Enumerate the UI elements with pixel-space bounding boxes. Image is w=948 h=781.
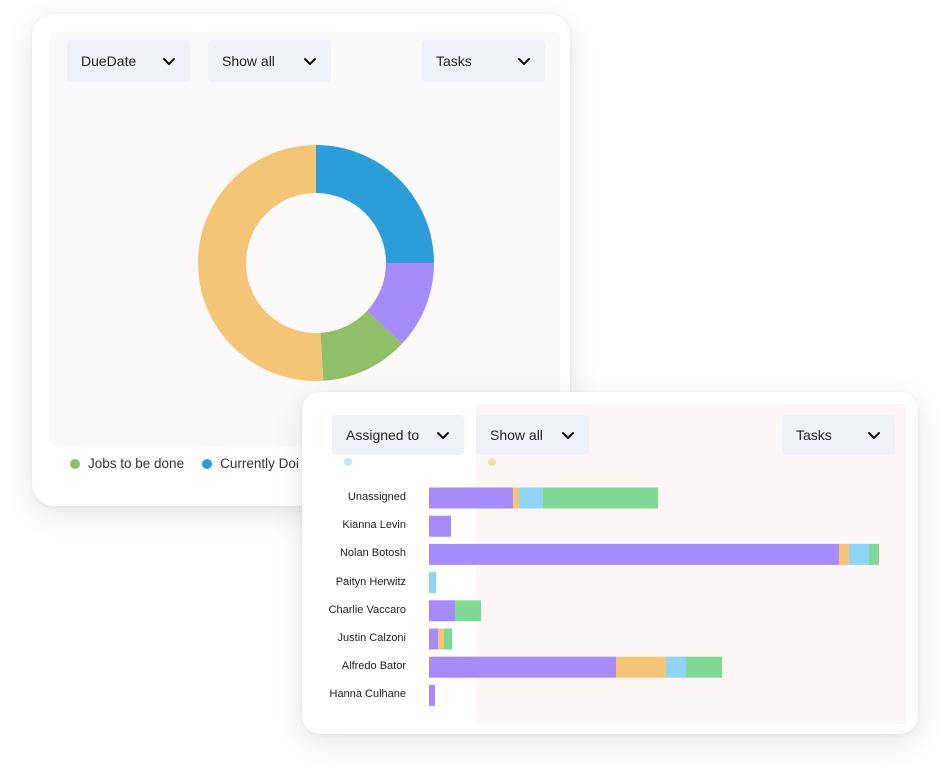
bar-segment <box>429 684 435 706</box>
chevron-down-icon <box>518 58 530 65</box>
bar-segment <box>429 600 455 622</box>
bar-chart-card: Assigned to Show all Tasks Unassigned Kia… <box>302 392 918 734</box>
assigned-to-dropdown-label: Assigned to <box>346 427 420 443</box>
bar-segment <box>429 487 513 509</box>
donut-chart-card: DueDate Show all Tasks Jobs to be done C… <box>32 14 570 506</box>
due-date-dropdown[interactable]: DueDate <box>67 40 190 82</box>
chevron-down-icon <box>562 432 574 439</box>
bar-segment <box>686 656 722 678</box>
legend-label: Jobs to be done <box>88 456 185 471</box>
bar-segment <box>869 543 879 565</box>
faded-legend-dot-blue <box>344 458 352 466</box>
bar-segment <box>455 600 481 622</box>
tasks-dropdown[interactable]: Tasks <box>422 40 545 82</box>
show-all-dropdown[interactable]: Show all <box>208 40 331 82</box>
bar-category-label: Unassigned <box>347 491 406 503</box>
bar-segment <box>429 543 839 565</box>
bar-segment <box>444 628 452 650</box>
chevron-down-icon <box>437 432 449 439</box>
legend-item-jobs-to-be-done: Jobs to be done <box>70 456 184 471</box>
bar-category-label: Alfredo Bator <box>341 660 406 673</box>
bar-segment <box>429 628 438 650</box>
bar-segment <box>429 515 451 537</box>
bar-category-label: Justin Calzoni <box>337 632 406 644</box>
bar-segment <box>429 656 616 678</box>
bar-segment <box>839 543 849 565</box>
bar-tasks-dropdown[interactable]: Tasks <box>782 415 895 455</box>
tasks-dropdown-label: Tasks <box>436 53 472 69</box>
chevron-down-icon <box>304 58 316 65</box>
bar-category-label: Kianna Levin <box>342 519 406 532</box>
faded-legend-dot-orange <box>488 458 496 466</box>
donut-slice-2 <box>320 310 403 381</box>
bar-segment <box>429 572 436 594</box>
stacked-bar-chart <box>429 487 879 706</box>
bar-segment <box>543 487 658 509</box>
legend-item-currently-doing: Currently Doi <box>202 456 299 471</box>
donut-slice-1 <box>367 263 434 344</box>
bar-segment <box>849 543 869 565</box>
bar-show-all-dropdown[interactable]: Show all <box>476 415 589 455</box>
bar-segment <box>616 656 666 678</box>
bar-segment <box>666 656 686 678</box>
bar-segment <box>513 487 519 509</box>
chevron-down-icon <box>163 58 175 65</box>
bar-category-label: Nolan Botosh <box>339 547 406 560</box>
bar-show-all-dropdown-label: Show all <box>490 427 543 443</box>
bar-segment <box>438 628 444 650</box>
donut-slice-0 <box>316 145 434 263</box>
donut-legend: Jobs to be done Currently Doi <box>70 456 299 471</box>
due-date-dropdown-label: DueDate <box>81 53 137 69</box>
assigned-to-dropdown[interactable]: Assigned to <box>332 415 464 455</box>
bar-category-label: Charlie Vaccaro <box>328 603 406 616</box>
chevron-down-icon <box>868 432 880 439</box>
bar-segment <box>519 487 543 509</box>
donut-chart <box>197 145 434 382</box>
show-all-dropdown-label: Show all <box>222 53 275 69</box>
bar-category-label: Hanna Culhane <box>329 688 406 701</box>
bar-category-label: Paityn Herwitz <box>335 575 406 588</box>
bar-tasks-dropdown-label: Tasks <box>796 427 832 443</box>
legend-dot <box>70 458 80 469</box>
legend-dot <box>202 458 213 469</box>
legend-label: Currently Doi <box>220 456 299 471</box>
donut-slice-3 <box>197 145 324 382</box>
